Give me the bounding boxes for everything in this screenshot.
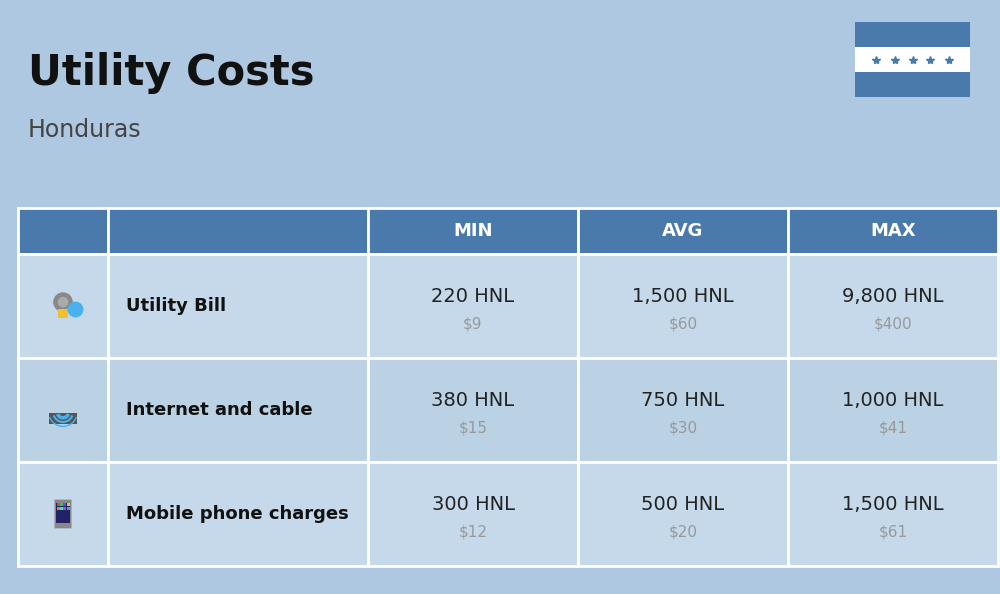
Bar — [18, 208, 108, 254]
Bar — [63, 503, 66, 506]
Bar — [788, 462, 998, 566]
Bar — [108, 208, 368, 254]
Text: $9: $9 — [463, 317, 483, 331]
Text: $15: $15 — [458, 421, 488, 435]
Text: 380 HNL: 380 HNL — [431, 390, 515, 409]
Bar — [67, 507, 70, 510]
FancyBboxPatch shape — [54, 500, 72, 528]
Circle shape — [58, 298, 68, 307]
Text: Internet and cable: Internet and cable — [126, 401, 313, 419]
Text: 220 HNL: 220 HNL — [431, 286, 515, 305]
Bar — [578, 358, 788, 462]
Bar — [368, 254, 578, 358]
Bar — [788, 254, 998, 358]
Bar — [578, 208, 788, 254]
Bar — [578, 254, 788, 358]
Bar — [108, 358, 368, 462]
Text: 750 HNL: 750 HNL — [641, 390, 725, 409]
Text: Utility Costs: Utility Costs — [28, 52, 314, 94]
Bar — [855, 22, 970, 97]
Text: MIN: MIN — [453, 222, 493, 240]
Bar — [57, 507, 60, 510]
Bar — [56, 503, 70, 523]
Text: 1,500 HNL: 1,500 HNL — [632, 286, 734, 305]
Bar — [368, 208, 578, 254]
Bar — [18, 254, 108, 358]
Bar — [368, 358, 578, 462]
Bar — [60, 507, 63, 510]
Text: $41: $41 — [879, 421, 908, 435]
Bar — [788, 358, 998, 462]
Text: $61: $61 — [878, 525, 908, 539]
Bar — [57, 503, 60, 506]
Text: Mobile phone charges: Mobile phone charges — [126, 505, 349, 523]
Text: $20: $20 — [668, 525, 698, 539]
Text: Utility Bill: Utility Bill — [126, 297, 226, 315]
Text: 1,500 HNL: 1,500 HNL — [842, 494, 944, 513]
Text: Honduras: Honduras — [28, 118, 142, 142]
Bar — [788, 208, 998, 254]
Bar — [855, 22, 970, 47]
Bar — [18, 358, 108, 462]
Bar — [18, 462, 108, 566]
Text: AVG: AVG — [662, 222, 704, 240]
Bar — [58, 309, 68, 318]
Circle shape — [54, 293, 72, 311]
Bar — [108, 254, 368, 358]
Text: $60: $60 — [668, 317, 698, 331]
Text: 9,800 HNL: 9,800 HNL — [842, 286, 944, 305]
Bar — [368, 462, 578, 566]
Text: $12: $12 — [458, 525, 488, 539]
Bar — [855, 72, 970, 97]
Bar — [60, 503, 63, 506]
Bar — [578, 462, 788, 566]
Bar — [108, 462, 368, 566]
Text: $400: $400 — [874, 317, 912, 331]
Bar — [63, 507, 66, 510]
Bar — [67, 503, 70, 506]
Text: 500 HNL: 500 HNL — [641, 494, 725, 513]
Text: 1,000 HNL: 1,000 HNL — [842, 390, 944, 409]
Text: $30: $30 — [668, 421, 698, 435]
Bar — [49, 413, 77, 424]
Text: MAX: MAX — [870, 222, 916, 240]
Text: 300 HNL: 300 HNL — [432, 494, 514, 513]
